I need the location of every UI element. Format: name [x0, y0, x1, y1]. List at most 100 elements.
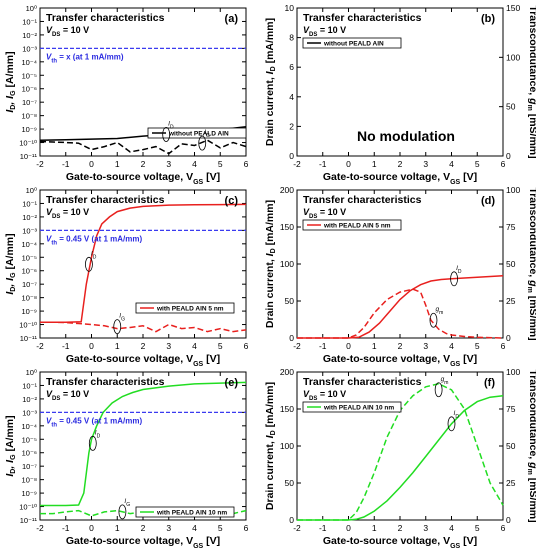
no-modulation-note: No modulation: [357, 128, 455, 144]
y-tick-label: 10⁻⁶: [22, 85, 37, 94]
text-part: [V]: [203, 535, 220, 547]
text-part: I: [204, 129, 206, 136]
y-tick-label: 10⁻⁷: [22, 98, 37, 107]
x-tick-label: -2: [293, 159, 301, 169]
text-part: [mA/mm]: [264, 382, 276, 430]
y-axis-label: ID, IG [A/mm]: [4, 51, 17, 112]
x-tick-label: 2: [141, 341, 146, 351]
subscript: D: [93, 254, 97, 260]
legend-box: [135, 302, 235, 314]
text-part: g: [527, 279, 536, 287]
text-part: I: [95, 429, 97, 436]
curve-marker: [118, 504, 127, 520]
y-tick-label: 10⁻⁸: [22, 476, 37, 485]
y-tick-label: 10⁻¹: [22, 199, 37, 208]
text-part: V: [303, 207, 310, 217]
text-part: [V]: [460, 353, 477, 365]
vds-label: VDS = 10 V: [303, 207, 346, 220]
x-tick-label: 0: [346, 523, 351, 533]
subscript: th: [51, 58, 57, 64]
y-tick-label: 10⁰: [26, 368, 37, 377]
x-tick-label: 5: [218, 159, 223, 169]
y-tick-label: 10⁻⁹: [21, 125, 37, 134]
text-part: I: [119, 313, 121, 320]
text-part: V: [46, 416, 52, 425]
legend-label: with PEALD AlN 10 nm: [323, 405, 394, 412]
y2-tick-label: 75: [506, 222, 516, 232]
x-tick-label: 3: [166, 523, 171, 533]
curve-marker-label: IG: [124, 498, 130, 508]
text-part: Transcondutance,: [527, 369, 536, 462]
subscript: DS: [309, 214, 317, 220]
vds-label: VDS = 10 V: [46, 207, 89, 220]
text-part: V: [46, 52, 52, 61]
x-tick-label: -2: [293, 523, 301, 533]
subscript: m: [439, 310, 443, 316]
text-part: = 10 V: [60, 25, 89, 35]
legend-label: with PEALD AlN 5 nm: [156, 306, 224, 313]
legend-label: without PEALD AlN: [168, 131, 229, 138]
curve-marker: [88, 435, 97, 451]
y-tick-label: 10⁻¹¹: [20, 516, 38, 525]
panel-c: -2 -1 0 1 2 3 4 5 6 Gate-to-source voltage, VGS […: [4, 186, 249, 368]
curve-marker: [198, 135, 207, 151]
text-part: [mS/mm]: [527, 475, 536, 523]
x-tick-label: 0: [89, 523, 94, 533]
x-tick-label: 4: [192, 159, 197, 169]
y2-tick-label: 0: [506, 151, 511, 161]
x-tick-label: 6: [244, 523, 249, 533]
panel-title: Transfer characteristics: [46, 12, 165, 24]
subscript: D: [270, 248, 277, 253]
x-tick-label: 4: [192, 341, 197, 351]
x-tick-label: -1: [62, 523, 70, 533]
y-tick-label: 10⁻⁷: [22, 462, 37, 471]
panel-letter: (f): [484, 377, 495, 389]
legend-label: with PEALD AlN 10 nm: [156, 510, 227, 517]
panel-letter: (d): [481, 195, 495, 207]
text-part: g: [435, 306, 439, 313]
text-part: V: [46, 389, 53, 399]
subscript: th: [51, 422, 57, 428]
text-part: I: [168, 120, 170, 127]
subscript: m: [526, 287, 533, 293]
text-part: I: [91, 250, 93, 257]
x-tick-label: 6: [501, 159, 506, 169]
panel-title: Transfer characteristics: [303, 194, 422, 206]
subscript: GS: [193, 543, 203, 550]
panel-title: Transfer characteristics: [303, 12, 422, 24]
series-line-i-d: [297, 275, 504, 339]
text-part: I: [264, 70, 276, 74]
text-part: = 0.45 V (at 1 mA/mm): [57, 416, 142, 425]
text-part: [V]: [203, 353, 220, 365]
subscript: G: [10, 454, 17, 460]
x-tick-label: -1: [62, 341, 70, 351]
x-tick-label: 4: [449, 159, 454, 169]
x-axis-label: Gate-to-source voltage, VGS [V]: [66, 535, 220, 550]
y-tick-label: 0: [289, 333, 294, 343]
curve-marker: [113, 319, 122, 335]
y2-tick-label: 100: [506, 367, 520, 377]
text-part: V: [46, 207, 53, 217]
y-tick-label: 50: [285, 478, 295, 488]
y-tick-label: 10⁻⁵: [22, 253, 37, 262]
subscript: m: [444, 380, 448, 386]
subscript: D: [458, 269, 462, 275]
subscript: G: [121, 317, 125, 323]
x-tick-label: 1: [372, 523, 377, 533]
text-part: [A/mm]: [4, 51, 16, 90]
series-line-g-m: [297, 288, 504, 339]
y-tick-label: 10⁻⁹: [21, 307, 37, 316]
x-tick-label: 0: [346, 341, 351, 351]
y2-tick-label: 75: [506, 404, 516, 414]
text-part: Drain current,: [264, 74, 276, 146]
x-tick-label: 5: [475, 159, 480, 169]
curve-marker-label: IG: [204, 129, 210, 139]
vds-label: VDS = 10 V: [303, 25, 346, 38]
panel-letter: (c): [225, 195, 239, 207]
curve-marker: [162, 127, 171, 142]
panel-title: Transfer characteristics: [46, 376, 165, 388]
subscript: GS: [450, 361, 460, 368]
x-tick-label: 3: [423, 523, 428, 533]
x-axis-label: Gate-to-source voltage, VGS [V]: [323, 171, 477, 186]
y2-tick-label: 50: [506, 441, 516, 451]
